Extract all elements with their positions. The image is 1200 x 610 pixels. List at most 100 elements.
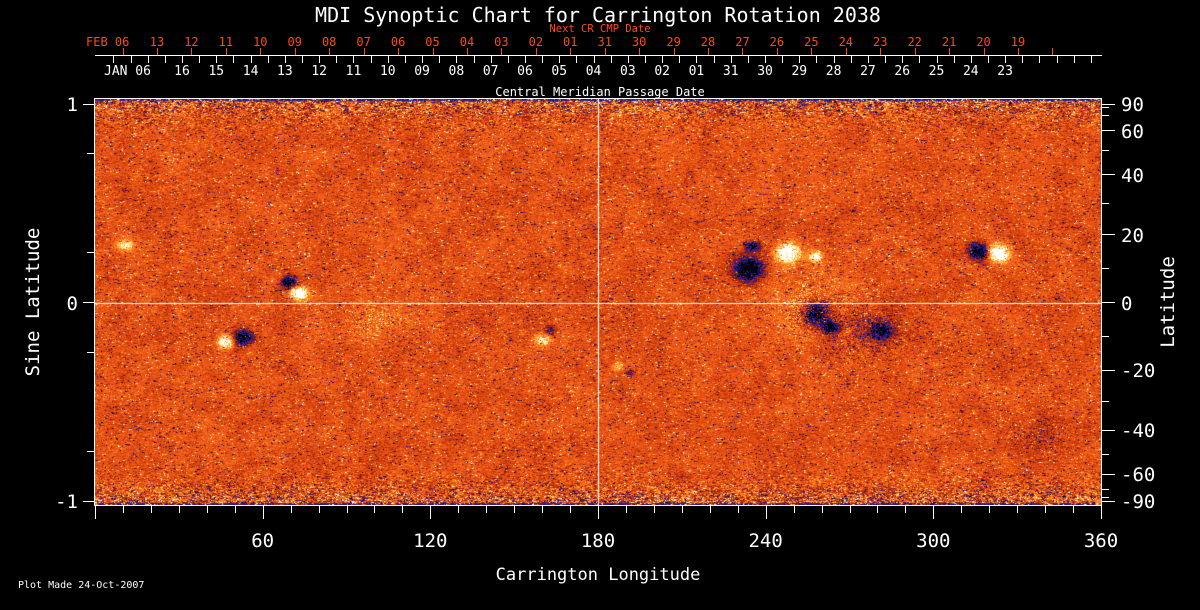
cmp-day-label: 30 [757,64,773,79]
next-cr-day-tick [1052,48,1054,55]
next-cr-day-tick [983,48,985,55]
latitude-tick-label: 20 [1121,224,1144,247]
longitude-minor-tick [458,506,460,513]
latitude-major-tick [1102,473,1115,475]
next-cr-day-label: 07 [356,35,371,49]
cmp-halfday-tick [507,56,509,63]
cmp-halfday-tick [422,56,424,63]
next-cr-day-tick [1018,48,1019,55]
longitude-major-tick [1101,506,1102,519]
next-cr-day-tick [604,48,606,55]
cmp-halfday-tick [216,56,218,63]
latitude-tick-label: 60 [1121,120,1144,143]
next-cr-day-label: 01 [563,35,578,49]
cmp-halfday-tick [679,56,681,63]
next-cr-day-label: 25 [804,35,819,49]
next-cr-cmp-date-label: Next CR CMP Date [549,23,651,35]
cmp-halfday-tick [336,56,338,63]
cmp-halfday-tick [936,56,938,63]
latitude-major-tick [1102,500,1115,502]
longitude-major-tick [262,506,264,519]
cmp-halfday-tick [987,56,989,63]
latitude-major-tick [1102,234,1115,236]
latitude-minor-tick [1102,336,1109,338]
cmp-halfday-tick [113,56,115,63]
cmp-halfday-tick [164,56,166,63]
cmp-halfday-tick [644,56,646,63]
next-cr-day-tick [294,48,296,55]
latitude-minor-tick [1102,115,1109,117]
next-cr-day-label: 13 [149,35,165,49]
next-cr-day-tick [398,48,400,55]
sine-latitude-major-tick [83,103,95,105]
cmp-day-label: 04 [585,64,602,79]
cmp-halfday-tick [199,56,201,63]
longitude-minor-tick [122,506,124,513]
next-cr-day-tick [776,48,778,55]
cmp-day-label: 10 [379,64,396,79]
longitude-tick-label: 240 [748,530,783,552]
cmp-day-label: 09 [414,64,430,79]
longitude-minor-tick [290,506,292,513]
page-title: MDI Synoptic Chart for Carrington Rotati… [315,3,881,27]
next-cr-day-label: 26 [769,35,785,49]
cmp-halfday-tick [782,56,784,63]
cmp-halfday-tick [850,56,852,63]
next-cr-day-tick [501,48,503,55]
next-cr-day-label: 28 [700,35,716,49]
cmp-day-label: 12 [311,64,327,79]
next-cr-day-label: 02 [528,35,544,49]
cmp-halfday-tick [302,56,304,63]
latitude-tick-label: -60 [1121,464,1156,487]
central-meridian-passage-label: Central Meridian Passage Date [495,85,705,99]
sine-latitude-major-tick [83,500,95,502]
next-cr-day-tick [673,48,675,55]
next-cr-day-label: 24 [838,35,854,49]
next-cr-day-tick [122,48,124,55]
latitude-minor-tick [1102,454,1109,456]
carrington-longitude-axis-title: Carrington Longitude [495,565,701,585]
longitude-minor-tick [486,506,488,513]
cmp-halfday-tick [559,56,561,63]
cmp-halfday-tick [902,56,904,63]
cmp-halfday-tick [953,56,955,63]
longitude-minor-tick [206,506,208,513]
latitude-major-tick [1102,302,1115,303]
cmp-day-label: 26 [894,64,911,79]
next-cr-day-label: 20 [976,35,991,49]
cmp-halfday-tick [730,56,732,63]
cmp-halfday-tick [456,56,458,63]
longitude-minor-tick [821,506,823,513]
longitude-minor-tick [150,506,152,513]
cmp-halfday-tick [542,56,544,63]
longitude-minor-tick [1045,506,1047,513]
next-cr-day-tick [880,48,882,55]
sine-latitude-major-tick [83,302,95,303]
latitude-tick-label: 90 [1121,94,1144,116]
longitude-minor-tick [1073,506,1075,513]
latitude-tick-label: -20 [1121,360,1156,383]
cmp-day-label: 13 [277,64,293,79]
latitude-minor-tick [1102,149,1109,151]
longitude-minor-tick [961,506,963,513]
cmp-halfday-tick [576,56,578,63]
next-cr-day-tick [535,48,537,55]
cmp-halfday-tick [1090,56,1092,63]
next-cr-day-tick [260,48,262,55]
cmp-halfday-tick [867,56,869,63]
longitude-major-tick [430,506,432,519]
next-cr-day-label: 09 [287,35,302,49]
latitude-minor-tick [1102,401,1109,403]
longitude-tick-label: 300 [916,530,951,552]
longitude-tick-label: 180 [580,530,616,552]
next-cr-day-tick [466,48,468,55]
latitude-minor-tick [1102,106,1109,108]
cmp-halfday-tick [370,56,372,63]
longitude-minor-tick [989,506,991,513]
latitude-tick-label: 0 [1121,292,1133,315]
sine-latitude-tick-label: 1 [66,94,78,116]
cmp-halfday-tick [833,56,835,63]
cmp-day-label: 23 [997,64,1013,79]
longitude-tick-label: 60 [251,530,275,552]
